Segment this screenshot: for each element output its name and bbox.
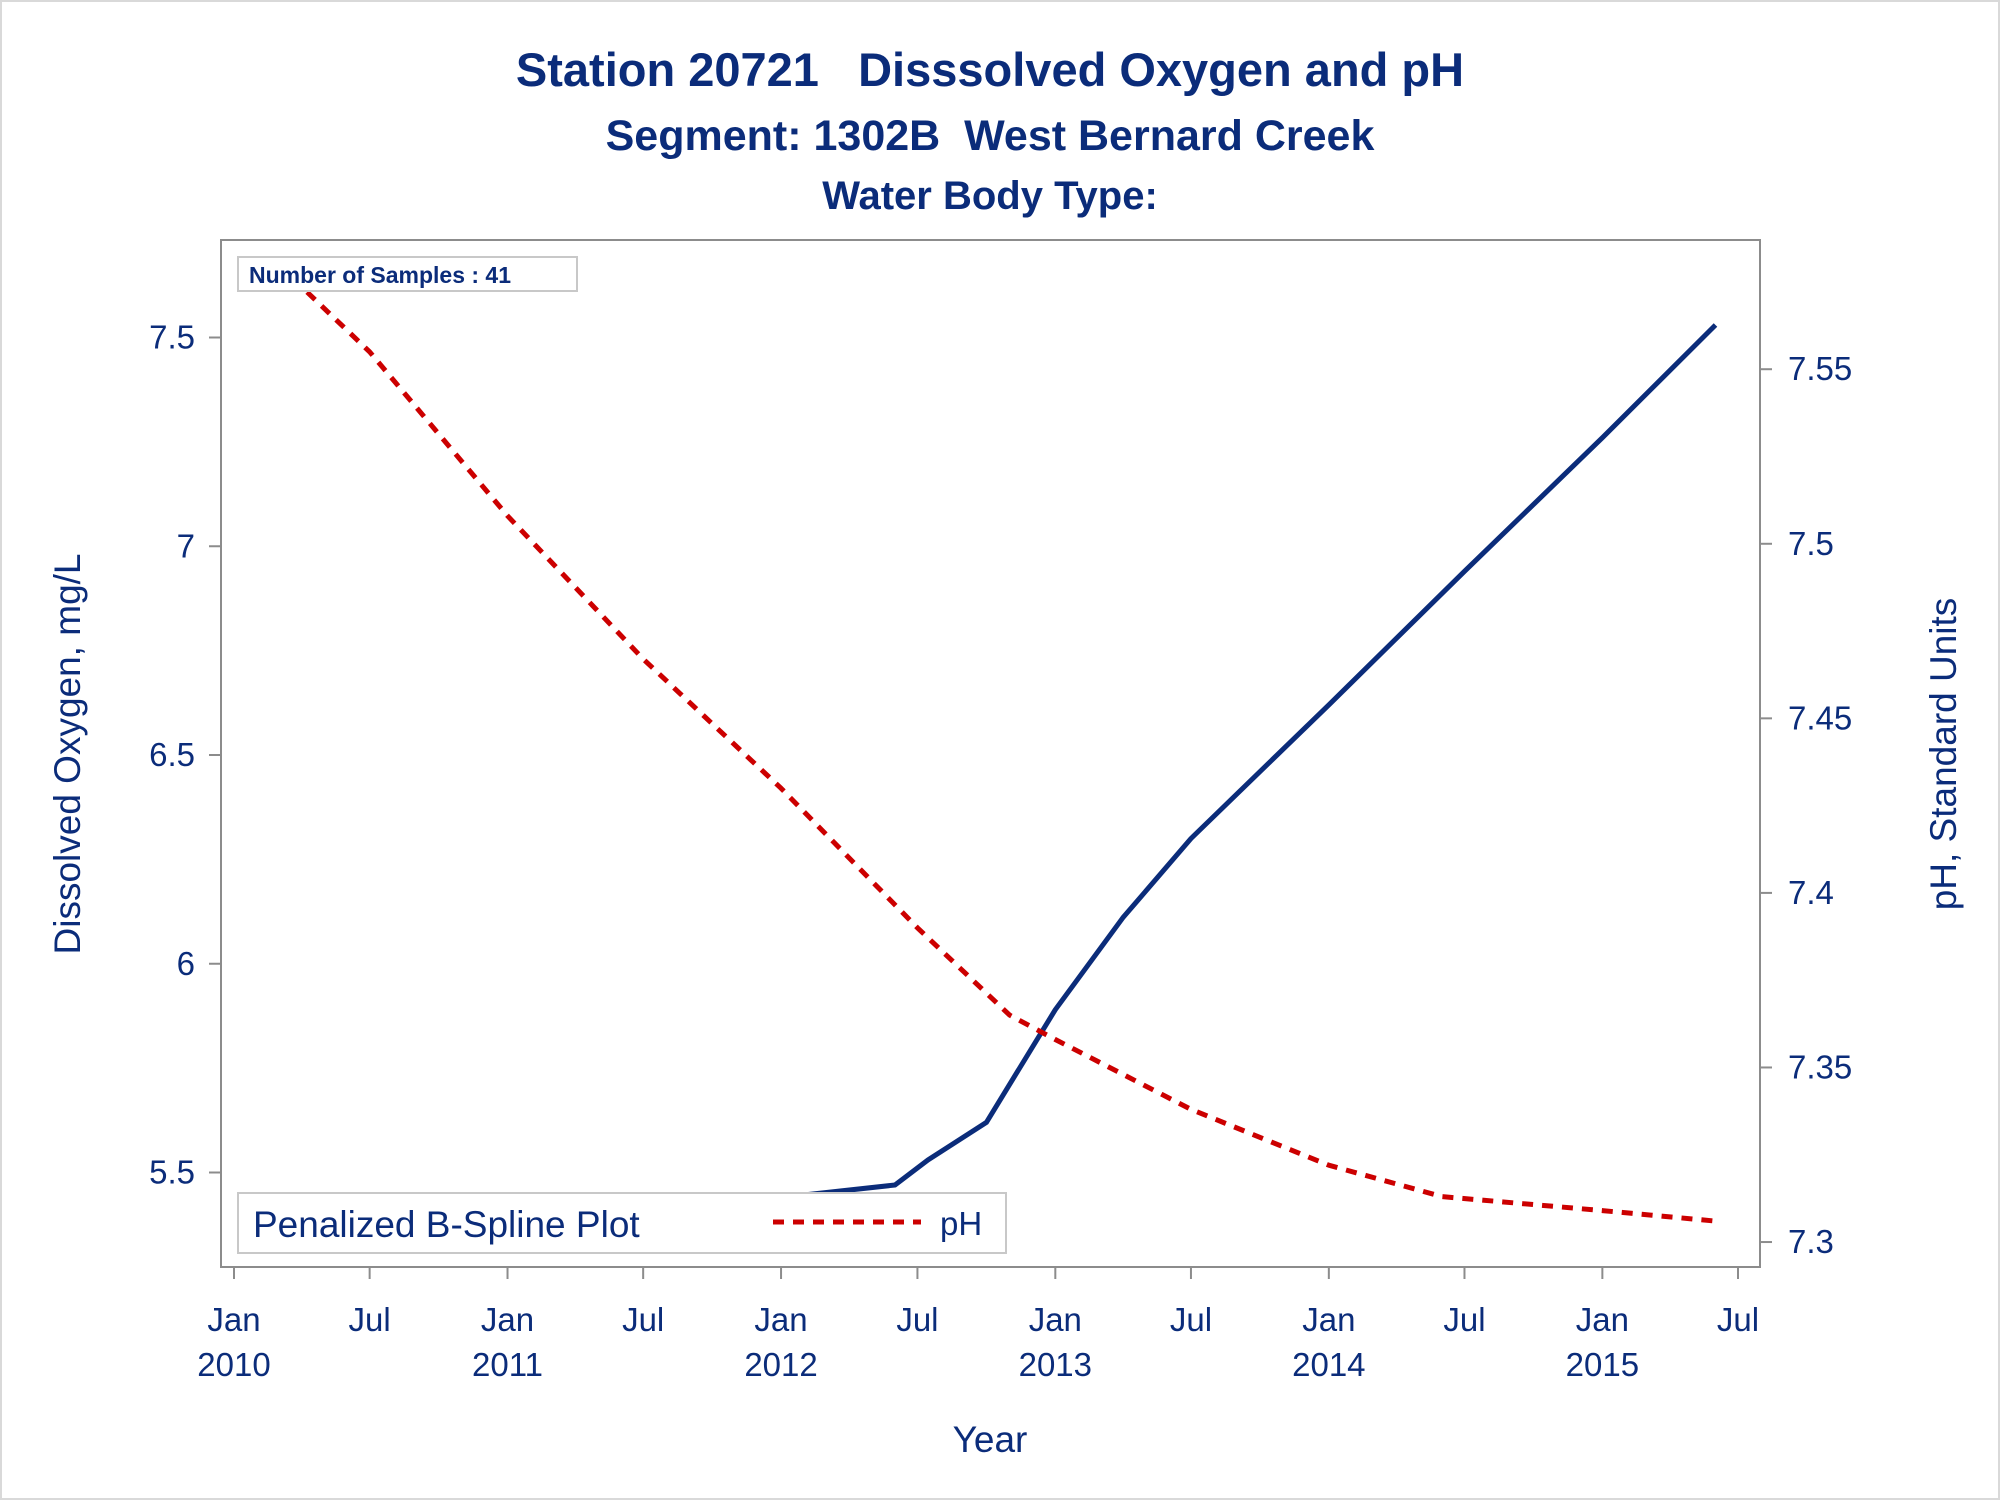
y-right-tick-label: 7.35	[1788, 1048, 1852, 1085]
x-tick-year-label: 2013	[1019, 1346, 1092, 1383]
y-right-tick-label: 7.4	[1788, 874, 1834, 911]
x-tick-label: Jul	[896, 1301, 938, 1338]
x-tick-label: Jul	[1717, 1301, 1759, 1338]
legend: Penalized B-Spline Plot pH	[237, 1192, 1007, 1254]
y-axis-left-label: Dissolved Oxygen, mg/L	[47, 553, 88, 954]
x-tick-label: Jan	[207, 1301, 260, 1338]
y-left-tick-label: 6	[177, 945, 195, 982]
x-tick-label: Jul	[349, 1301, 391, 1338]
x-tick-year-label: 2014	[1292, 1346, 1365, 1383]
plot-area	[220, 239, 1761, 1268]
x-tick-label: Jul	[1170, 1301, 1212, 1338]
y-left-tick-label: 5.5	[149, 1154, 195, 1191]
y-axis-right-label: pH, Standard Units	[1923, 598, 1964, 911]
legend-ph-label: pH	[940, 1205, 982, 1242]
y-axis-left: 5.5 6 6.5 7 7.5	[149, 319, 221, 1191]
y-axis-right: 7.3 7.35 7.4 7.45 7.5 7.55	[1760, 350, 1852, 1260]
chart-title: Station 20721 Disssolved Oxygen and pH	[516, 43, 1464, 96]
x-tick-label: Jan	[1029, 1301, 1082, 1338]
legend-caption: Penalized B-Spline Plot	[253, 1204, 640, 1245]
chart-subtitle-water-body: Water Body Type:	[822, 174, 1158, 218]
x-tick-label: Jan	[481, 1301, 534, 1338]
x-tick-year-label: 2011	[472, 1346, 543, 1383]
x-tick-label: Jul	[1443, 1301, 1485, 1338]
series-layer	[276, 262, 1718, 1246]
x-tick-label: Jan	[754, 1301, 807, 1338]
y-left-tick-label: 7	[177, 527, 195, 564]
y-right-tick-label: 7.5	[1788, 525, 1834, 562]
sample-count-inset: Number of Samples : 41	[237, 256, 578, 292]
y-right-tick-label: 7.45	[1788, 699, 1852, 736]
x-tick-year-label: 2015	[1566, 1346, 1639, 1383]
ph-series-line	[276, 262, 1716, 1224]
y-left-tick-label: 6.5	[149, 736, 195, 773]
sample-count-box	[237, 256, 578, 292]
x-tick-label: Jan	[1576, 1301, 1629, 1338]
x-tick-label: Jan	[1302, 1301, 1355, 1338]
sample-count-label: Number of Samples : 41	[249, 262, 511, 288]
x-axis-label: Year	[953, 1419, 1028, 1460]
x-tick-year-label: 2010	[197, 1346, 270, 1383]
dissolved-oxygen-series-line	[277, 323, 1718, 1246]
x-tick-label: Jul	[622, 1301, 664, 1338]
chart-subtitle: Segment: 1302B West Bernard Creek	[606, 112, 1375, 160]
x-axis: Jan 2010 Jul Jan 2011 Jul Jan 2012 Jul Jan 2013 Jul…	[197, 1267, 1759, 1383]
y-left-tick-label: 7.5	[149, 319, 195, 356]
y-right-tick-label: 7.55	[1788, 350, 1852, 387]
x-tick-year-label: 2012	[744, 1346, 817, 1383]
y-right-tick-label: 7.3	[1788, 1223, 1834, 1260]
